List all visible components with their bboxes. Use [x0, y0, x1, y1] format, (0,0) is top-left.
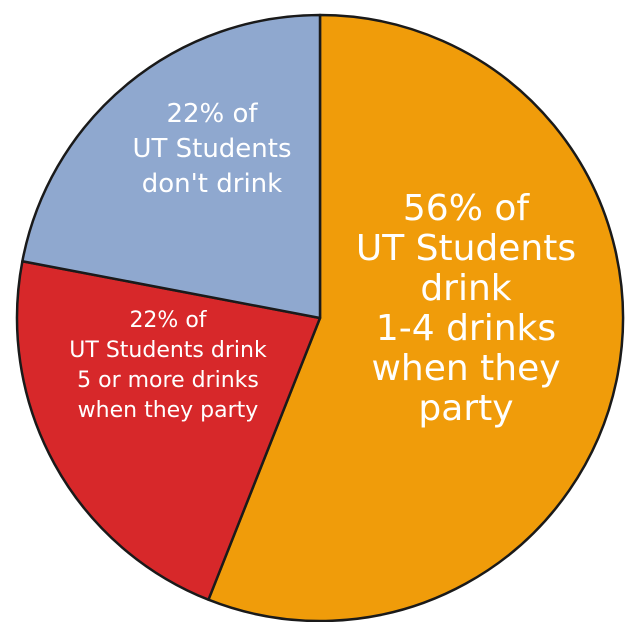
slice-label-line: 22% of [166, 99, 258, 129]
slice-label-line: drink [420, 268, 511, 309]
pie-slice-1 [207, 13, 625, 622]
slice-label-line: 22% of [129, 308, 207, 333]
slice-label-1: 56% of UT Students drink 1-4 drinks when the… [356, 188, 576, 429]
slice-label-line: don't drink [142, 169, 282, 199]
slice-label-line: 56% of [403, 188, 530, 229]
slice-label-line: UT Students [132, 134, 291, 164]
slice-label-line: UT Students [356, 228, 576, 269]
slice-label-2: 22% of UT Students drink 5 or more drinks w… [69, 308, 267, 423]
slice-label-line: 1-4 drinks [376, 308, 556, 349]
slice-label-3: 22% of UT Students don't drink [132, 99, 291, 199]
slice-label-line: UT Students drink [69, 338, 267, 363]
pie-slice-3 [21, 13, 322, 320]
pie-slice-2 [15, 259, 322, 601]
slice-label-line: 5 or more drinks [77, 368, 259, 393]
slice-label-line: when they [371, 348, 560, 389]
slice-label-line: when they party [78, 398, 259, 423]
slice-label-line: party [418, 388, 513, 429]
